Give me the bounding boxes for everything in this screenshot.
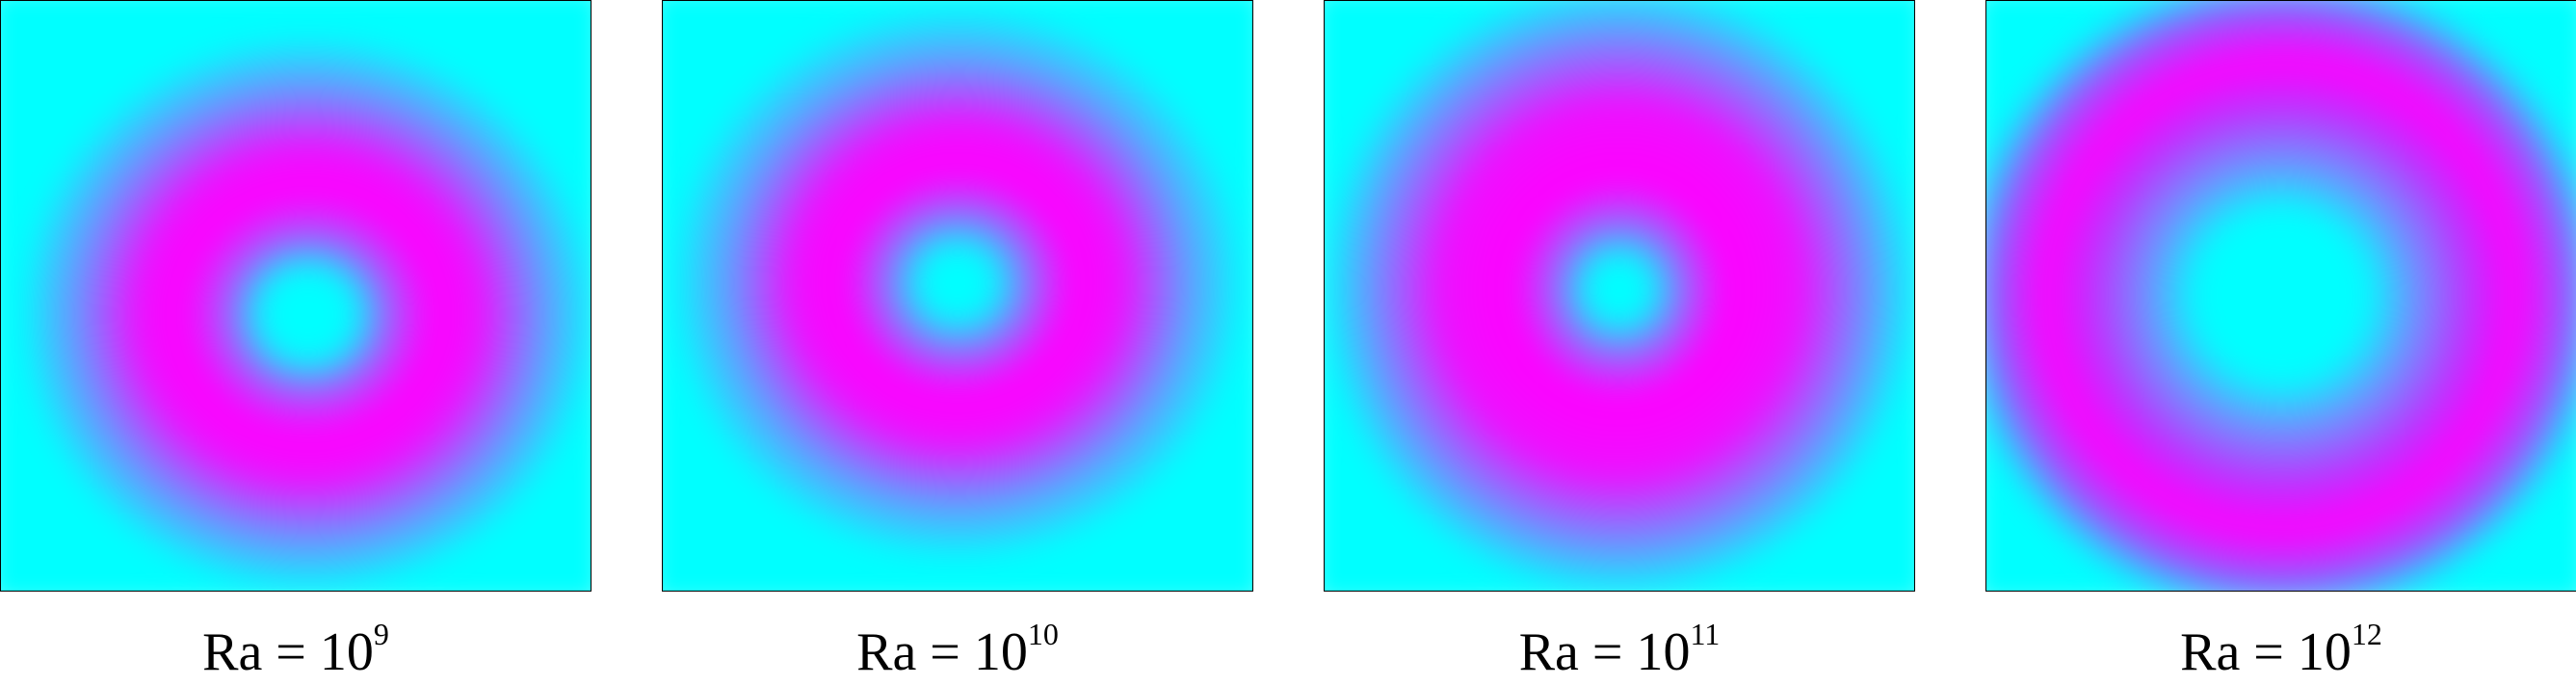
label-exponent: 9 [373, 617, 389, 651]
field-image [663, 1, 1252, 591]
panel-label: Ra = 1012 [1985, 617, 2576, 683]
field-image [1325, 1, 1914, 591]
field-image [1, 1, 591, 591]
field-image [1986, 1, 2576, 591]
label-base: Ra = 10 [202, 622, 374, 682]
field-panel [1324, 0, 1915, 592]
field-panel [1985, 0, 2576, 592]
label-base: Ra = 10 [1518, 622, 1691, 682]
field-panel [0, 0, 591, 592]
label-exponent: 10 [1027, 617, 1059, 651]
panel-label: Ra = 1010 [662, 617, 1253, 683]
label-base: Ra = 10 [856, 622, 1028, 682]
panel-label: Ra = 109 [0, 617, 591, 683]
label-base: Ra = 10 [2180, 622, 2352, 682]
label-exponent: 12 [2351, 617, 2382, 651]
field-panel [662, 0, 1253, 592]
label-exponent: 11 [1690, 617, 1721, 651]
panel-label: Ra = 1011 [1324, 617, 1915, 683]
